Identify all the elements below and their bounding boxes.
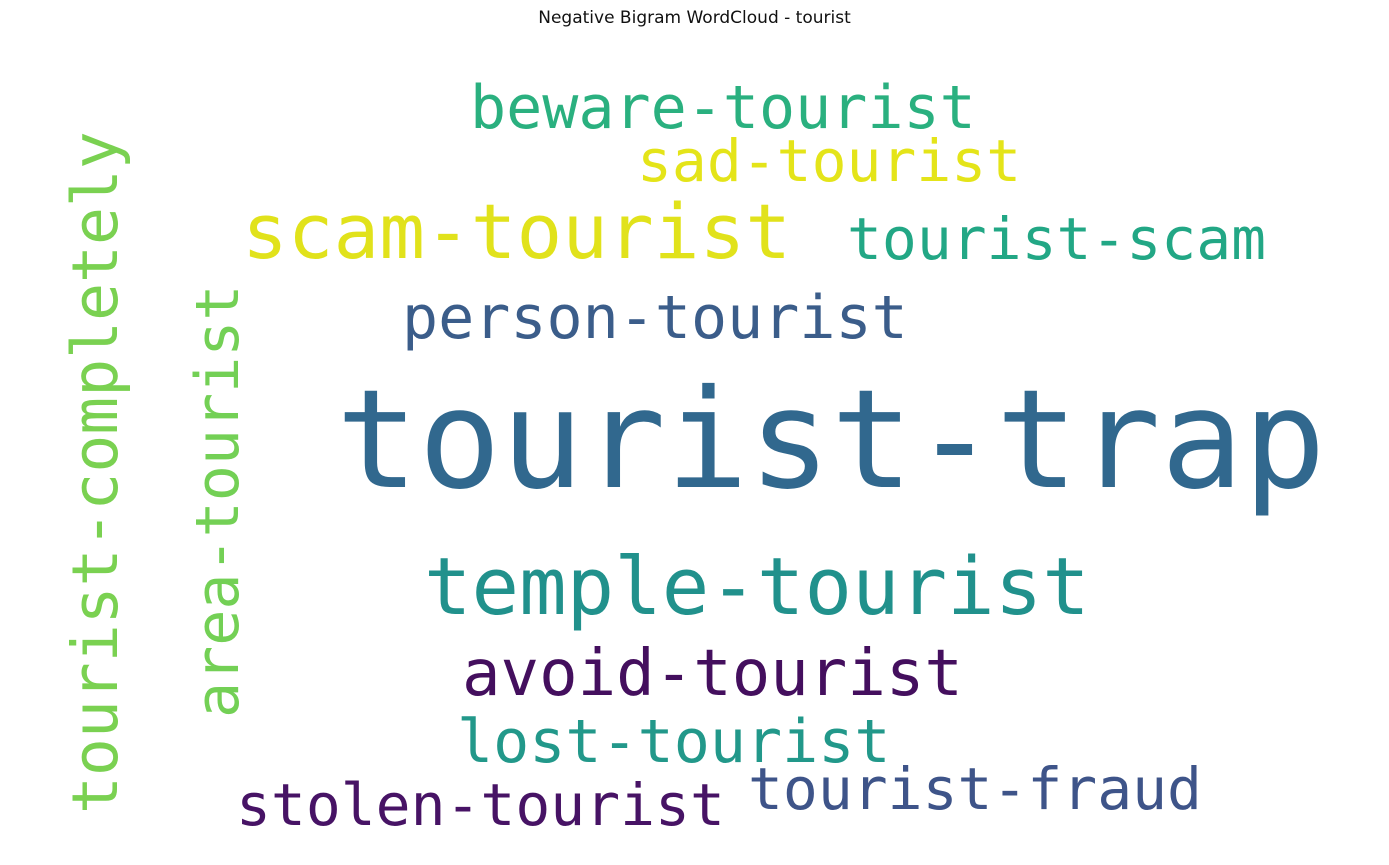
word-stolen-tourist: stolen-tourist xyxy=(236,771,725,839)
word-tourist-scam: tourist-scam xyxy=(847,205,1267,273)
word-scam-tourist: scam-tourist xyxy=(242,187,792,276)
word-tourist-fraud: tourist-fraud xyxy=(748,755,1202,823)
word-beware-tourist: beware-tourist xyxy=(470,73,976,143)
word-lost-tourist: lost-tourist xyxy=(457,707,891,777)
word-sad-tourist: sad-tourist xyxy=(637,127,1022,195)
chart-title: Negative Bigram WordCloud - tourist xyxy=(538,8,851,28)
word-tourist-trap: tourist-trap xyxy=(336,361,1326,520)
word-temple-tourist: temple-tourist xyxy=(424,541,1090,633)
word-area-tourist: area-tourist xyxy=(183,284,253,718)
word-person-tourist: person-tourist xyxy=(402,283,908,353)
word-tourist-completely: tourist-completely xyxy=(59,131,132,814)
word-avoid-tourist: avoid-tourist xyxy=(462,637,963,711)
word-cloud: beware-tourist sad-tourist scam-tourist … xyxy=(52,54,1352,844)
